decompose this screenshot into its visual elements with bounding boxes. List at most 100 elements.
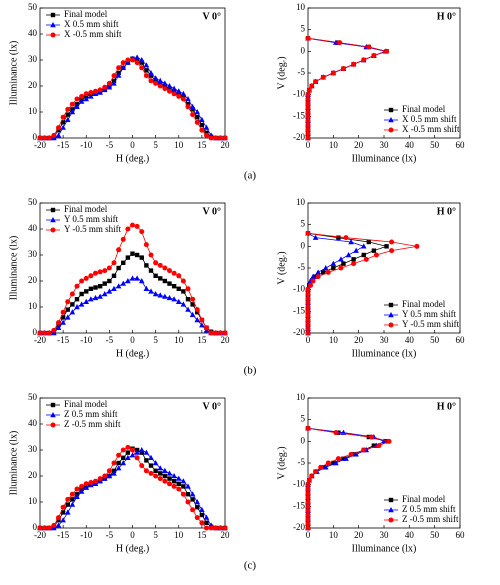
marker: [138, 57, 145, 63]
marker: [313, 79, 319, 85]
marker: [106, 84, 113, 90]
marker: [65, 112, 70, 117]
marker: [180, 278, 186, 284]
series-line: [307, 427, 385, 528]
x-tick-label: 20: [354, 335, 364, 345]
marker: [195, 115, 200, 120]
marker: [158, 81, 163, 86]
marker: [78, 301, 85, 307]
marker: [194, 515, 200, 521]
marker: [189, 103, 196, 109]
marker: [204, 525, 209, 531]
marker: [194, 499, 201, 505]
marker: [144, 68, 149, 73]
marker: [175, 88, 182, 94]
marker: [115, 283, 122, 289]
x-tick-label: 20: [221, 140, 231, 150]
marker: [78, 98, 85, 104]
marker: [181, 289, 186, 294]
marker: [348, 451, 354, 457]
marker: [190, 302, 195, 307]
marker: [93, 478, 98, 484]
marker: [190, 112, 196, 118]
marker: [139, 463, 145, 469]
legend-label: Y 0.5 mm shift: [402, 309, 457, 319]
marker: [217, 525, 223, 531]
x-axis-title: H (deg.): [116, 348, 149, 359]
marker: [171, 473, 177, 479]
marker: [157, 292, 164, 298]
marker: [345, 252, 352, 258]
marker: [148, 470, 154, 476]
panel-label: V 0°: [202, 11, 221, 22]
y-tick-label: -10: [293, 89, 305, 99]
marker: [83, 298, 90, 304]
marker: [97, 293, 103, 299]
marker: [55, 522, 62, 528]
marker: [305, 118, 311, 124]
marker: [222, 135, 228, 141]
marker: [130, 57, 135, 63]
marker: [106, 468, 112, 474]
marker: [166, 294, 173, 301]
x-tick-label: 10: [329, 140, 339, 150]
x-tick-label: 0: [306, 335, 311, 345]
marker: [386, 438, 392, 444]
panel-label: V 0°: [202, 206, 221, 217]
legend-label: X -0.5 mm shift: [64, 29, 122, 39]
series-line: [40, 59, 225, 139]
marker: [148, 463, 154, 468]
x-axis-title: Illuminance (lx): [352, 543, 417, 554]
marker: [337, 40, 343, 46]
marker: [199, 506, 205, 512]
panel-caption: (a): [244, 170, 257, 182]
marker: [115, 465, 122, 471]
marker: [341, 261, 346, 266]
marker: [309, 473, 315, 479]
marker: [88, 296, 94, 302]
legend-label: Final model: [64, 399, 108, 409]
marker: [162, 467, 168, 473]
marker: [343, 235, 349, 241]
marker: [305, 92, 311, 98]
marker: [60, 124, 66, 130]
marker: [101, 291, 108, 297]
marker: [194, 317, 201, 323]
y-axis-title: Illuminance (lx): [8, 431, 19, 496]
marker: [305, 113, 311, 119]
marker: [148, 78, 154, 84]
marker: [97, 269, 103, 275]
series-line: [307, 427, 388, 528]
marker: [111, 273, 117, 278]
marker: [120, 280, 127, 286]
marker: [111, 260, 117, 266]
legend-marker: [50, 22, 56, 28]
marker: [157, 476, 163, 482]
marker: [181, 94, 186, 99]
marker: [222, 525, 228, 531]
marker: [384, 48, 390, 54]
marker: [37, 330, 43, 336]
marker: [162, 86, 168, 92]
marker: [37, 525, 43, 531]
marker: [74, 486, 80, 492]
y-tick-label: 0: [301, 435, 306, 445]
marker: [69, 109, 76, 115]
marker: [79, 291, 84, 297]
marker: [384, 244, 389, 249]
marker: [331, 265, 336, 271]
marker: [139, 450, 144, 455]
marker: [116, 65, 122, 71]
marker: [176, 486, 182, 492]
marker: [222, 330, 228, 336]
marker: [175, 298, 182, 304]
legend-label: X 0.5 mm shift: [64, 19, 119, 29]
marker: [162, 293, 168, 299]
marker: [79, 483, 85, 489]
y-tick-label: 10: [28, 106, 38, 116]
x-tick-label: -20: [34, 530, 46, 540]
marker: [204, 325, 209, 331]
marker: [305, 326, 311, 332]
marker: [158, 471, 163, 476]
marker: [157, 83, 163, 89]
